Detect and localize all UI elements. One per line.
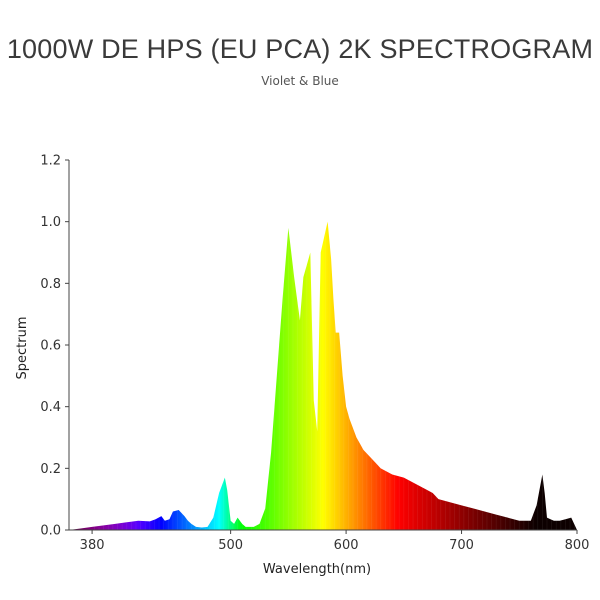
y-tick-label: 0.6 <box>40 339 61 354</box>
x-axis-title: Wavelength(nm) <box>263 562 371 577</box>
x-tick-label: 800 <box>565 538 590 553</box>
x-tick-label: 380 <box>80 538 105 553</box>
spectrum-area <box>69 221 577 531</box>
y-tick-label: 0.4 <box>40 400 61 415</box>
chart-title: 1000W DE HPS (EU PCA) 2K SPECTROGRAM <box>6 34 594 64</box>
x-tick-label: 500 <box>218 538 243 553</box>
y-tick-label: 0.2 <box>40 462 61 477</box>
chart-subtitle: Violet & Blue <box>261 74 339 88</box>
y-tick-label: 0.0 <box>40 524 61 539</box>
x-tick-label: 700 <box>449 538 474 553</box>
y-tick-label: 0.8 <box>40 277 61 292</box>
x-tick-label: 600 <box>334 538 359 553</box>
y-tick-label: 1.2 <box>40 154 61 169</box>
y-tick-label: 1.0 <box>40 215 61 230</box>
y-axis-title: Spectrum <box>15 317 30 380</box>
